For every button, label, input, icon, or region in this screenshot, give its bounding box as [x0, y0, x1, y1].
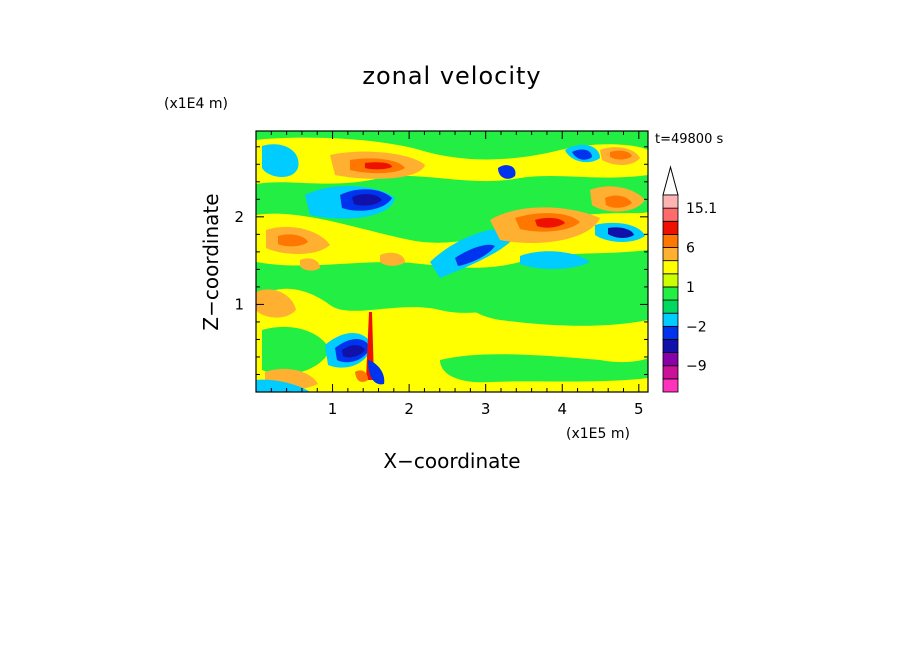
region-red-upper — [365, 162, 392, 170]
region-darkorange-small-left — [278, 234, 308, 247]
colorbar-segment — [662, 352, 679, 367]
region-green-lower-mid — [440, 354, 648, 383]
region-blue-small-top — [498, 165, 516, 179]
time-label: t=49800 s — [655, 132, 723, 147]
region-navy-right — [608, 227, 634, 238]
colorbar-segment — [662, 286, 679, 301]
x-tick-label: 5 — [634, 400, 644, 418]
region-darkorange-top-right — [610, 150, 632, 160]
y-tick-labels: 12 — [234, 208, 244, 314]
x-tick-label: 2 — [404, 400, 414, 418]
contour-field — [256, 131, 648, 392]
region-navy-mid-left — [352, 194, 382, 206]
colorbar-labels: 15.1 6 1 −2 −9 — [686, 201, 717, 375]
colorbar-segment — [662, 378, 679, 393]
x-tick-label: 1 — [328, 400, 338, 418]
region-orange-small-center2 — [300, 258, 320, 271]
plot-frame — [255, 130, 649, 393]
y-tick-label: 2 — [234, 208, 244, 226]
colorbar-segment — [662, 339, 679, 354]
region-cyan-bottom-edge — [256, 379, 310, 392]
y-tick-label: 1 — [234, 295, 244, 313]
y-unit-label: (x1E4 m) — [164, 96, 228, 112]
colorbar — [662, 165, 679, 393]
colorbar-label: −2 — [686, 319, 707, 335]
region-navy-feature — [342, 345, 365, 358]
colorbar-segment — [662, 260, 679, 275]
colorbar-label: 6 — [686, 241, 695, 257]
colorbar-cap — [662, 165, 679, 196]
region-red-right — [535, 217, 565, 228]
colorbar-segment — [662, 325, 679, 340]
colorbar-segment — [662, 247, 679, 262]
colorbar-label: 1 — [686, 280, 695, 296]
colorbar-segment — [662, 207, 679, 222]
region-cyan-top-left — [262, 144, 299, 178]
y-axis-label: Z−coordinate — [199, 193, 223, 330]
colorbar-segment — [662, 220, 679, 235]
x-tick-label: 3 — [481, 400, 491, 418]
axis-ticks — [256, 131, 648, 392]
x-unit-label: (x1E5 m) — [566, 426, 630, 442]
colorbar-label: −9 — [686, 359, 707, 375]
region-blue-diagonal — [455, 244, 495, 266]
region-orange-small-center — [380, 252, 405, 266]
region-green-lower-right — [466, 280, 648, 326]
chart-title: zonal velocity — [362, 62, 541, 90]
region-orange-left-lower — [256, 289, 296, 318]
region-blue-top-mid — [572, 149, 592, 160]
colorbar-segment — [662, 299, 679, 314]
x-axis-label: X−coordinate — [383, 449, 520, 473]
colorbar-segment — [662, 312, 679, 327]
region-darkorange-near-spike — [355, 370, 368, 382]
colorbar-segment — [662, 365, 679, 380]
colorbar-segment — [662, 273, 679, 288]
x-tick-labels: 1 2 3 4 5 — [328, 400, 644, 418]
region-green-left-lower — [262, 326, 330, 375]
region-darkorange-far-right — [605, 195, 632, 208]
region-cyan-small-right-mid — [520, 251, 590, 269]
x-tick-label: 4 — [557, 400, 567, 418]
region-blue-spike-base — [368, 360, 385, 385]
colorbar-segment — [662, 233, 679, 248]
colorbar-segment — [662, 194, 679, 209]
colorbar-label: 15.1 — [686, 201, 717, 217]
